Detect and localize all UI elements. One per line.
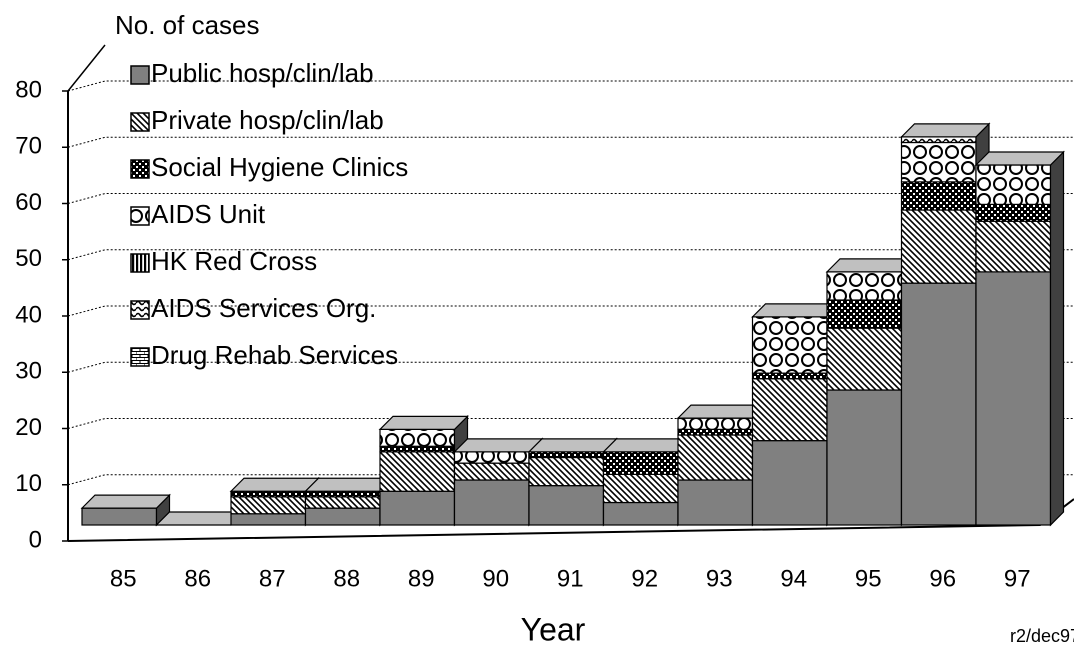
legend-swatch: [130, 253, 150, 273]
bar-top: [974, 151, 1065, 166]
x-tick-label: 97: [1004, 565, 1031, 592]
x-tick-label: 86: [184, 565, 211, 592]
y-tick-label: 20: [15, 414, 42, 441]
bar-segment: [602, 501, 679, 526]
legend-label: HK Red Cross: [151, 246, 317, 276]
bar-segment: [975, 220, 1052, 273]
y-tick-label: 10: [15, 470, 42, 497]
x-tick-label: 90: [482, 565, 509, 592]
x-tick-label: 87: [259, 565, 286, 592]
bar-top: [900, 123, 991, 138]
bar-segment: [379, 490, 456, 526]
legend-swatch: [130, 65, 150, 85]
bar-segment: [975, 203, 1052, 222]
bar-segment: [230, 496, 307, 515]
grid-line: [67, 305, 1074, 317]
bar-segment: [304, 490, 381, 498]
legend-label: AIDS Unit: [151, 199, 266, 229]
bar-segment: [528, 456, 605, 487]
legend: Public hosp/clin/lab Private hosp/clin/la…: [130, 58, 408, 370]
legend-swatch: [130, 347, 150, 367]
bar-segment: [230, 490, 307, 498]
legend-label: Drug Rehab Services: [151, 340, 398, 370]
legend-swatch: [130, 300, 150, 320]
footnote: r2/dec97: [1010, 626, 1074, 646]
x-tick-label: 93: [706, 565, 733, 592]
bar-segment: [826, 389, 903, 526]
bar-segment: [230, 513, 307, 526]
legend-label: AIDS Services Org.: [151, 293, 376, 323]
bar-segment: [379, 451, 456, 492]
bar-top: [453, 438, 544, 453]
grid-line: [67, 249, 1074, 261]
wall-edge: [67, 44, 106, 92]
y-axis-title: No. of cases: [115, 10, 260, 40]
bar-top: [80, 494, 171, 509]
y-tick-label: 60: [15, 189, 42, 216]
x-axis-title: Year: [521, 611, 586, 647]
x-tick-label: 88: [333, 565, 360, 592]
bar-segment: [379, 445, 456, 453]
x-tick-label: 94: [780, 565, 807, 592]
bar-top: [229, 477, 320, 492]
bar-side: [1049, 150, 1065, 527]
bar-segment: [304, 496, 381, 509]
y-tick-label: 40: [15, 301, 42, 328]
y-tick-label: 70: [15, 133, 42, 160]
bar-segment: [528, 451, 605, 459]
y-tick-label: 0: [29, 526, 42, 553]
bar-segment: [826, 299, 903, 329]
grid-line: [67, 193, 1074, 204]
bar-segment: [304, 507, 381, 526]
legend-label: Public hosp/clin/lab: [151, 58, 374, 88]
bar-segment: [751, 440, 828, 526]
bar-segment: [677, 479, 754, 526]
bar-segment: [379, 428, 456, 447]
x-tick-label: 91: [557, 565, 584, 592]
x-tick-label: 85: [110, 565, 137, 592]
y-tick-label: 50: [15, 245, 42, 272]
bar-segment: [81, 507, 158, 526]
y-tick-label: 30: [15, 358, 42, 385]
grid-line: [67, 80, 1074, 92]
bar-segment: [975, 164, 1052, 205]
bar-segment: [826, 271, 903, 301]
bar-segment: [751, 316, 828, 374]
legend-label: Private hosp/clin/lab: [151, 105, 384, 135]
bar-segment: [751, 378, 828, 442]
bar-segment: [677, 428, 754, 436]
bar-segment: [900, 209, 977, 284]
bar-segment: [826, 327, 903, 391]
legend-swatch: [130, 112, 150, 132]
legend-swatch: [130, 206, 150, 226]
grid-line: [67, 361, 1074, 373]
bar-segment: [900, 282, 977, 526]
x-tick-label: 89: [408, 565, 435, 592]
bar-segment: [602, 451, 679, 475]
bar-top: [527, 438, 618, 453]
bars: [80, 122, 1065, 527]
bar-segment: [528, 485, 605, 526]
y-tick-label: 80: [15, 76, 42, 103]
grid-line: [67, 136, 1074, 148]
x-tick-label: 95: [855, 565, 882, 592]
bar-segment: [453, 479, 530, 526]
bar-top: [378, 415, 469, 430]
x-tick-label: 92: [631, 565, 658, 592]
bar-segment: [751, 372, 828, 380]
bar-segment: [975, 271, 1052, 526]
bar-segment: [900, 141, 977, 183]
bar-segment: [453, 462, 530, 481]
bar-segment: [453, 451, 530, 464]
x-tick-label: 96: [929, 565, 956, 592]
bar-segment: [677, 434, 754, 481]
legend-label: Social Hygiene Clinics: [151, 152, 408, 182]
legend-swatch: [130, 159, 150, 179]
bar-segment: [900, 136, 977, 144]
bar-segment: [677, 417, 754, 430]
bar-segment: [602, 473, 679, 504]
bar-segment: [900, 181, 977, 211]
